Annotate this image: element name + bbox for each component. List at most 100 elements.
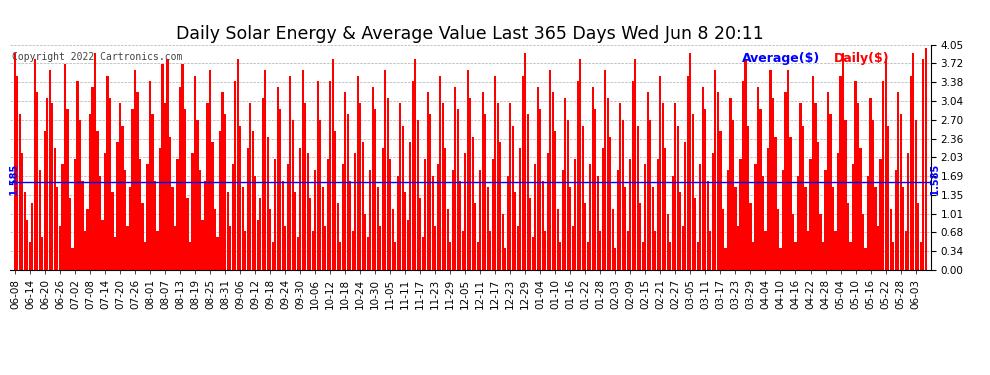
Bar (129, 187, 131, 270)
Bar (572, 225, 574, 270)
Bar (832, 187, 835, 270)
Bar (599, 231, 601, 270)
Bar (884, 59, 887, 270)
Bar (37, 92, 39, 270)
Bar (232, 165, 234, 270)
Bar (44, 131, 46, 270)
Bar (202, 220, 204, 270)
Bar (477, 242, 479, 270)
Bar (482, 92, 484, 270)
Bar (224, 114, 226, 270)
Bar (42, 237, 44, 270)
Bar (186, 198, 189, 270)
Bar (384, 70, 386, 270)
Bar (199, 170, 201, 270)
Bar (735, 187, 737, 270)
Bar (746, 126, 749, 270)
Bar (414, 59, 416, 270)
Bar (535, 165, 537, 270)
Bar (340, 242, 342, 270)
Bar (124, 170, 126, 270)
Bar (22, 153, 24, 270)
Bar (604, 70, 607, 270)
Bar (312, 231, 314, 270)
Bar (207, 104, 209, 270)
Bar (435, 225, 437, 270)
Bar (394, 242, 396, 270)
Bar (812, 75, 814, 270)
Bar (654, 231, 656, 270)
Bar (732, 120, 734, 270)
Bar (674, 104, 676, 270)
Bar (174, 225, 176, 270)
Bar (229, 225, 231, 270)
Bar (525, 53, 527, 270)
Bar (427, 92, 429, 270)
Bar (584, 203, 586, 270)
Bar (667, 214, 669, 270)
Bar (504, 248, 506, 270)
Bar (324, 225, 326, 270)
Bar (445, 148, 446, 270)
Bar (156, 231, 158, 270)
Bar (494, 75, 496, 270)
Bar (597, 176, 599, 270)
Bar (817, 142, 819, 270)
Bar (227, 192, 229, 270)
Bar (644, 165, 646, 270)
Bar (27, 220, 29, 270)
Bar (56, 187, 58, 270)
Bar (789, 136, 792, 270)
Bar (397, 176, 399, 270)
Bar (549, 70, 551, 270)
Bar (337, 203, 339, 270)
Bar (530, 198, 532, 270)
Bar (910, 75, 912, 270)
Bar (702, 87, 704, 270)
Bar (101, 220, 104, 270)
Bar (345, 92, 346, 270)
Bar (699, 165, 702, 270)
Bar (171, 187, 173, 270)
Bar (166, 59, 168, 270)
Bar (217, 237, 219, 270)
Bar (271, 242, 273, 270)
Bar (507, 176, 509, 270)
Title: Daily Solar Energy & Average Value Last 365 Days Wed Jun 8 20:11: Daily Solar Energy & Average Value Last … (176, 26, 764, 44)
Bar (815, 104, 817, 270)
Bar (662, 104, 664, 270)
Bar (852, 165, 854, 270)
Bar (351, 231, 353, 270)
Bar (274, 159, 276, 270)
Bar (777, 209, 779, 270)
Bar (646, 92, 649, 270)
Bar (740, 159, 742, 270)
Text: 1.585: 1.585 (10, 165, 20, 199)
Bar (404, 192, 406, 270)
Bar (730, 98, 732, 270)
Bar (164, 104, 166, 270)
Bar (471, 136, 474, 270)
Bar (194, 75, 196, 270)
Bar (104, 153, 106, 270)
Bar (847, 203, 849, 270)
Bar (219, 131, 221, 270)
Bar (254, 176, 256, 270)
Bar (76, 81, 78, 270)
Bar (99, 176, 101, 270)
Bar (551, 92, 553, 270)
Bar (266, 136, 268, 270)
Bar (247, 148, 248, 270)
Bar (784, 92, 786, 270)
Bar (342, 165, 344, 270)
Bar (297, 237, 299, 270)
Bar (564, 98, 566, 270)
Bar (464, 153, 466, 270)
Bar (754, 165, 756, 270)
Bar (759, 109, 761, 270)
Bar (242, 187, 244, 270)
Bar (454, 87, 456, 270)
Bar (276, 87, 278, 270)
Bar (179, 87, 181, 270)
Bar (582, 126, 584, 270)
